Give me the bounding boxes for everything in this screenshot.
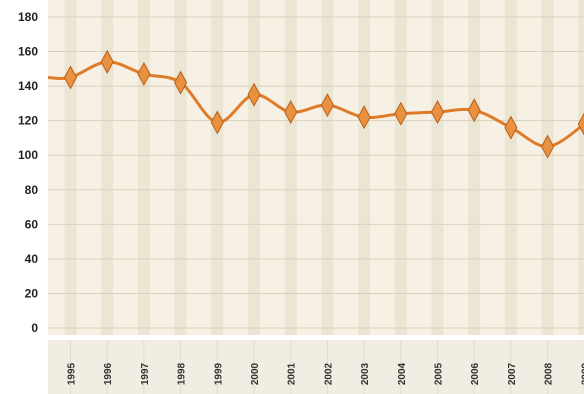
x-tick-label: 2006 xyxy=(470,362,481,385)
series-line xyxy=(48,60,584,149)
y-tick-label: 80 xyxy=(25,183,39,197)
y-tick-label: 160 xyxy=(18,45,38,59)
column-band xyxy=(211,0,224,335)
data-point xyxy=(137,61,151,87)
x-tick-label: 2001 xyxy=(287,362,298,385)
column-band xyxy=(64,0,77,335)
plot-area xyxy=(48,0,584,335)
data-point xyxy=(504,115,518,140)
gridlines xyxy=(48,16,584,329)
data-point xyxy=(357,105,371,130)
x-tick-label: 2009 xyxy=(580,362,584,385)
x-tick-label: 2005 xyxy=(434,362,445,385)
y-tick-label: 60 xyxy=(25,217,39,231)
column-band xyxy=(394,0,407,335)
x-tick-label: 2003 xyxy=(360,362,371,385)
x-tick-label: 2004 xyxy=(397,362,408,385)
column-band xyxy=(578,0,584,335)
x-tick-label: 1996 xyxy=(103,362,114,385)
data-point xyxy=(284,99,298,125)
column-band xyxy=(541,0,554,335)
y-tick-label: 40 xyxy=(25,252,39,266)
data-point xyxy=(100,49,114,74)
column-band xyxy=(321,0,334,335)
y-tick-label: 140 xyxy=(18,79,38,93)
column-band xyxy=(284,0,297,335)
column-band xyxy=(358,0,371,335)
series-group xyxy=(48,49,584,159)
x-tick-label: 1998 xyxy=(177,362,188,385)
data-point xyxy=(174,70,188,95)
x-tick-label: 1999 xyxy=(213,362,224,385)
column-band xyxy=(431,0,444,335)
data-point xyxy=(430,99,445,125)
data-point xyxy=(467,98,481,123)
column-band xyxy=(468,0,481,335)
y-tick-label: 20 xyxy=(25,286,39,300)
data-point xyxy=(577,112,584,136)
data-point xyxy=(541,134,555,159)
y-tick-label: 120 xyxy=(18,114,38,128)
x-tick-label: 2008 xyxy=(544,362,555,385)
x-tick-label: 2000 xyxy=(250,362,261,385)
x-axis: 1995 1996 1997 1998 1999 2000 2001 2002 2003 2004… xyxy=(67,340,584,394)
y-tick-label: 100 xyxy=(18,148,38,162)
x-tick-label: 1997 xyxy=(140,362,151,385)
data-point xyxy=(210,110,224,135)
x-tick-label: 1995 xyxy=(67,362,78,385)
data-point xyxy=(320,93,334,118)
column-band xyxy=(174,0,187,335)
x-tick-label: 2007 xyxy=(507,362,518,385)
data-point xyxy=(394,101,408,126)
column-band xyxy=(101,0,114,335)
y-tick-label: 180 xyxy=(18,10,38,24)
data-point xyxy=(63,65,78,90)
y-tick-label: 0 xyxy=(31,321,38,335)
x-tick-label: 2002 xyxy=(323,362,334,385)
column-bands xyxy=(64,0,584,335)
column-band xyxy=(504,0,517,335)
column-band xyxy=(248,0,260,335)
data-point xyxy=(247,82,261,107)
y-axis: 0 20 40 60 80 100 120 140 160 180 xyxy=(18,10,38,335)
column-band xyxy=(137,0,150,335)
x-axis-strip xyxy=(48,340,584,394)
